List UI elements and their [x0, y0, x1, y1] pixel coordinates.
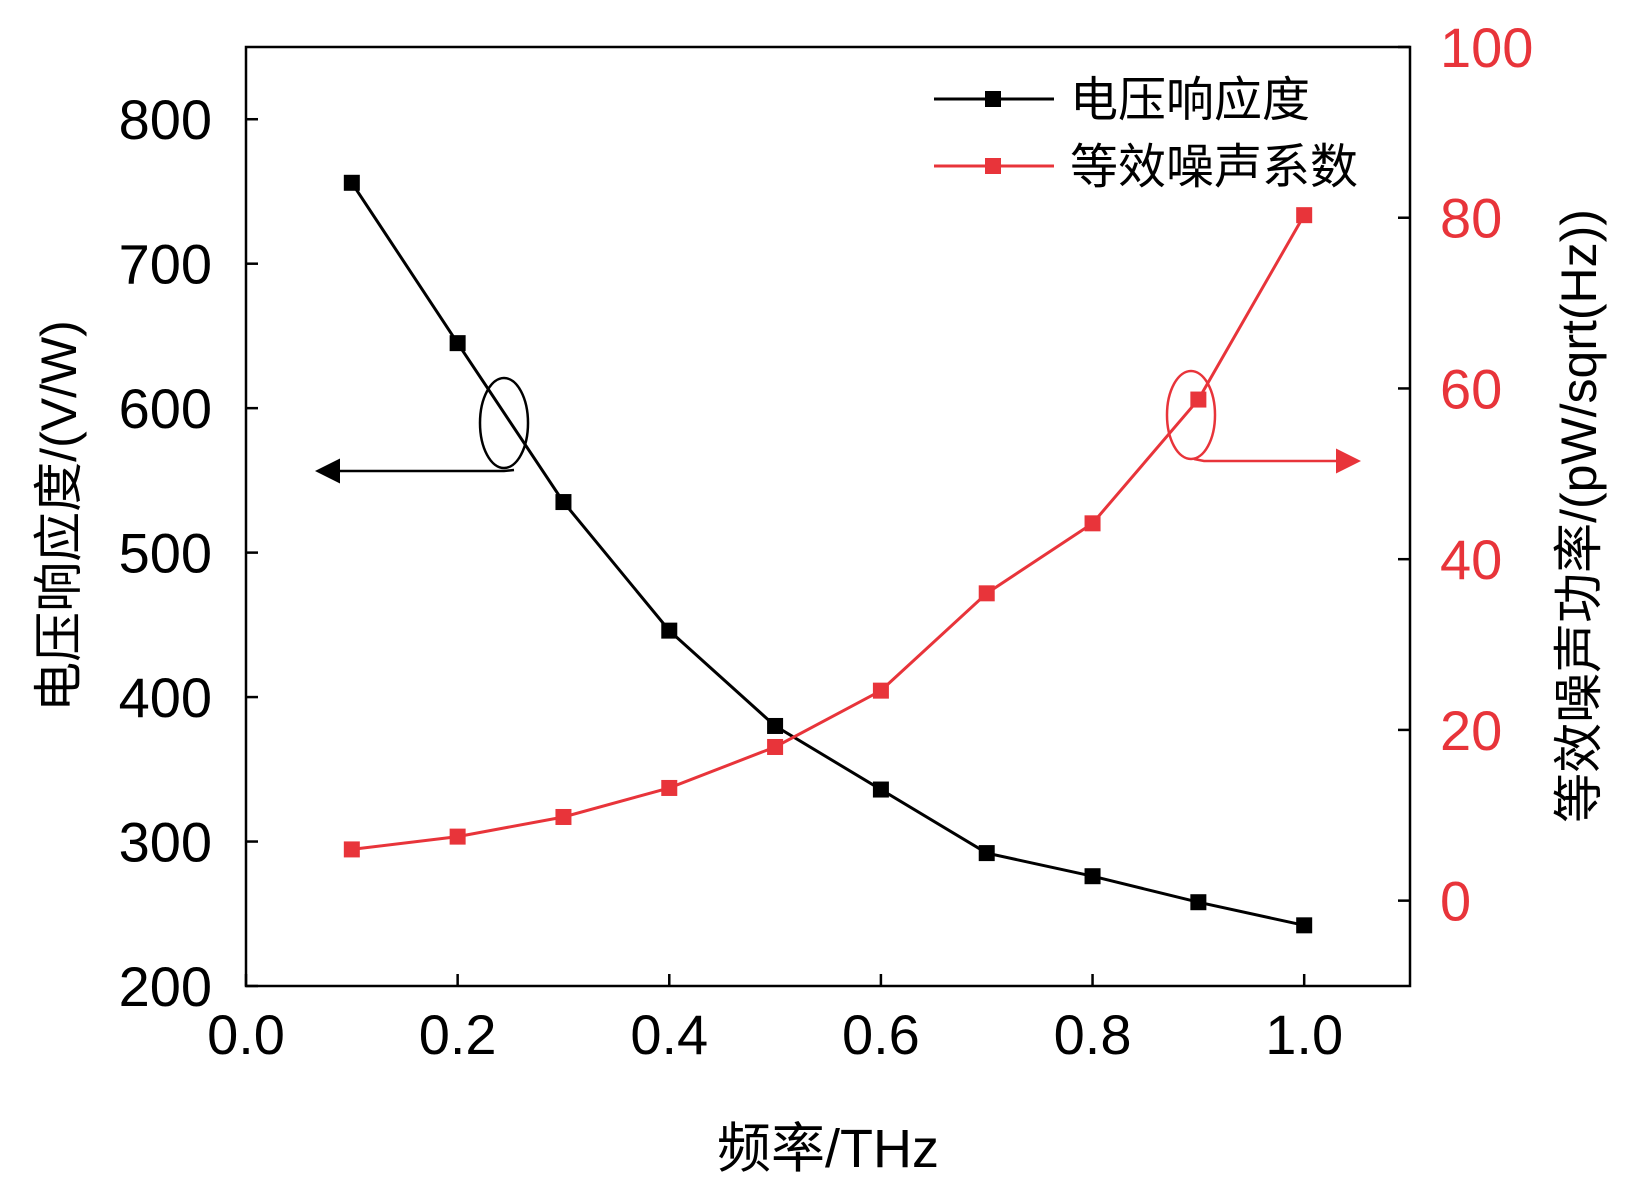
annotation-arrow-left — [315, 458, 515, 484]
left-tick-label: 300 — [119, 811, 212, 874]
data-point-noise — [449, 828, 466, 845]
data-point-noise — [767, 738, 784, 755]
data-point-noise — [978, 585, 995, 602]
right-y-axis-label: 等效噪声功率/(pW/sqrt(Hz)) — [1551, 209, 1607, 823]
legend-marker-response — [985, 91, 1001, 107]
left-tick-label: 600 — [119, 377, 212, 440]
legend-marker-noise — [985, 158, 1001, 174]
data-point-response — [555, 494, 572, 511]
left-y-axis-ticks: 200 300 400 500 600 700 800 — [119, 88, 258, 1018]
x-axis-ticks: 0.0 0.2 0.4 0.6 0.8 1.0 — [207, 974, 1343, 1066]
series-layer — [343, 174, 1313, 934]
left-axis-annotation — [315, 376, 530, 484]
right-tick-label: 100 — [1440, 16, 1533, 79]
series-line-response — [350, 181, 1305, 927]
left-tick-label: 800 — [119, 88, 212, 151]
annotation-arrow-right — [1193, 448, 1361, 474]
x-tick-label: 0.8 — [1054, 1003, 1132, 1066]
x-tick-label: 0.2 — [419, 1003, 497, 1066]
data-point-noise — [1190, 391, 1207, 408]
data-point-noise — [555, 808, 572, 825]
x-tick-label: 0.6 — [842, 1003, 920, 1066]
data-point-noise — [1296, 207, 1313, 224]
data-point-response — [1084, 868, 1101, 885]
data-point-response — [1190, 894, 1207, 911]
x-tick-label: 1.0 — [1265, 1003, 1343, 1066]
series-line-noise — [351, 214, 1306, 851]
data-point-response — [872, 781, 889, 798]
right-axis-annotation — [1165, 369, 1361, 474]
right-y-axis-ticks: 0 20 40 60 80 100 — [1398, 16, 1533, 933]
right-tick-label: 80 — [1440, 187, 1502, 250]
data-point-noise — [872, 682, 889, 699]
data-point-noise — [661, 779, 678, 796]
right-tick-label: 60 — [1440, 357, 1502, 420]
legend-label-noise: 等效噪声系数 — [1070, 141, 1358, 194]
left-tick-label: 500 — [119, 522, 212, 585]
legend-item-noise: 等效噪声系数 — [934, 141, 1358, 194]
right-tick-label: 40 — [1440, 528, 1502, 591]
x-tick-label: 0.0 — [207, 1003, 285, 1066]
left-tick-label: 700 — [119, 233, 212, 296]
data-point-response — [1296, 917, 1313, 934]
data-point-response — [449, 335, 466, 352]
right-tick-label: 0 — [1440, 870, 1471, 933]
data-point-response — [661, 622, 678, 639]
right-tick-label: 20 — [1440, 699, 1502, 762]
data-point-response — [978, 845, 995, 862]
annotation-ellipse-right — [1165, 369, 1217, 461]
data-point-noise — [343, 841, 360, 858]
left-y-axis-label: 电压响应度/(V/W) — [31, 320, 87, 712]
left-tick-label: 400 — [119, 666, 212, 729]
left-tick-label: 200 — [119, 955, 212, 1018]
legend: 电压响应度 等效噪声系数 — [934, 74, 1358, 194]
data-point-response — [767, 717, 784, 734]
legend-item-response: 电压响应度 — [934, 74, 1310, 127]
plot-frame — [244, 45, 1412, 988]
data-point-noise — [1084, 515, 1101, 532]
data-point-response — [343, 174, 360, 191]
x-axis-label: 频率/THz — [717, 1119, 939, 1179]
x-tick-label: 0.4 — [630, 1003, 708, 1066]
annotation-ellipse-left — [478, 376, 530, 470]
legend-label-response: 电压响应度 — [1070, 74, 1310, 127]
